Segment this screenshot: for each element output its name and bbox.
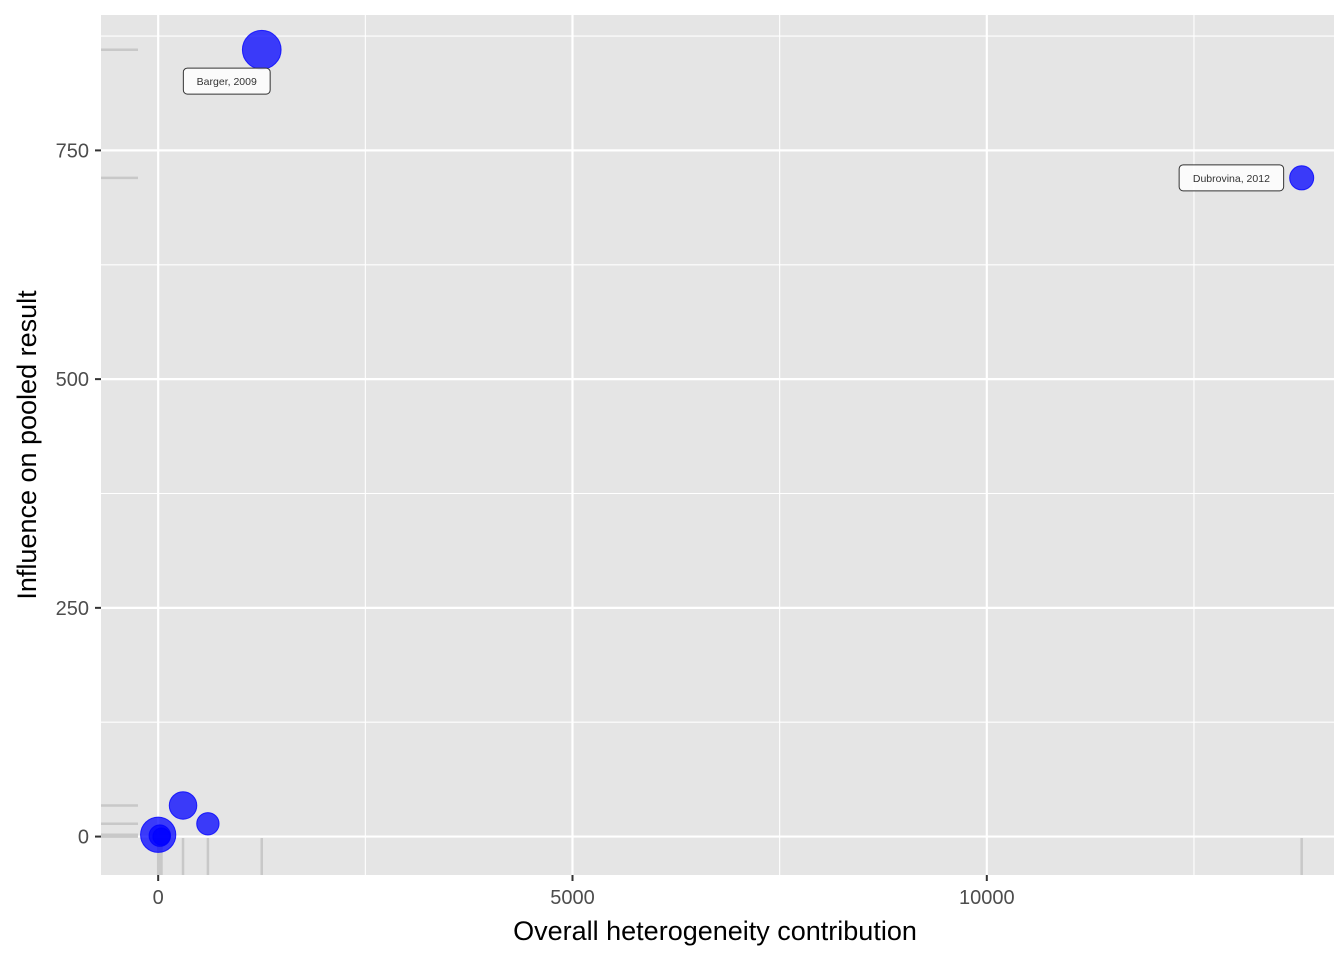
point-labels: Barger, 2009 Dubrovina, 2012 <box>182 67 1285 192</box>
x-tick-label: 5000 <box>550 887 595 909</box>
data-point <box>168 791 198 820</box>
point-label-text: Barger, 2009 <box>197 76 257 88</box>
data-point <box>241 29 282 70</box>
y-tick-label: 0 <box>78 827 89 849</box>
y-tick-label: 250 <box>56 598 89 620</box>
data-points <box>140 29 1315 853</box>
x-axis-title: Overall heterogeneity contribution <box>513 916 917 946</box>
y-tick-label: 750 <box>56 140 89 162</box>
x-tick-label: 0 <box>153 887 164 909</box>
point-label-box <box>182 67 271 95</box>
minor-gridlines <box>101 15 1334 875</box>
data-point <box>196 812 220 836</box>
data-point <box>152 827 171 846</box>
axes: 0 5000 10000 0 250 500 750 <box>56 140 1015 909</box>
point-label-text: Dubrovina, 2012 <box>1193 173 1270 185</box>
panel-background <box>101 15 1334 875</box>
y-axis-title: Influence on pooled result <box>12 290 42 600</box>
data-point <box>1289 165 1315 191</box>
point-label-box <box>1178 164 1285 192</box>
major-gridlines <box>101 15 1334 875</box>
y-tick-label: 500 <box>56 369 89 391</box>
x-tick-label: 10000 <box>959 887 1015 909</box>
